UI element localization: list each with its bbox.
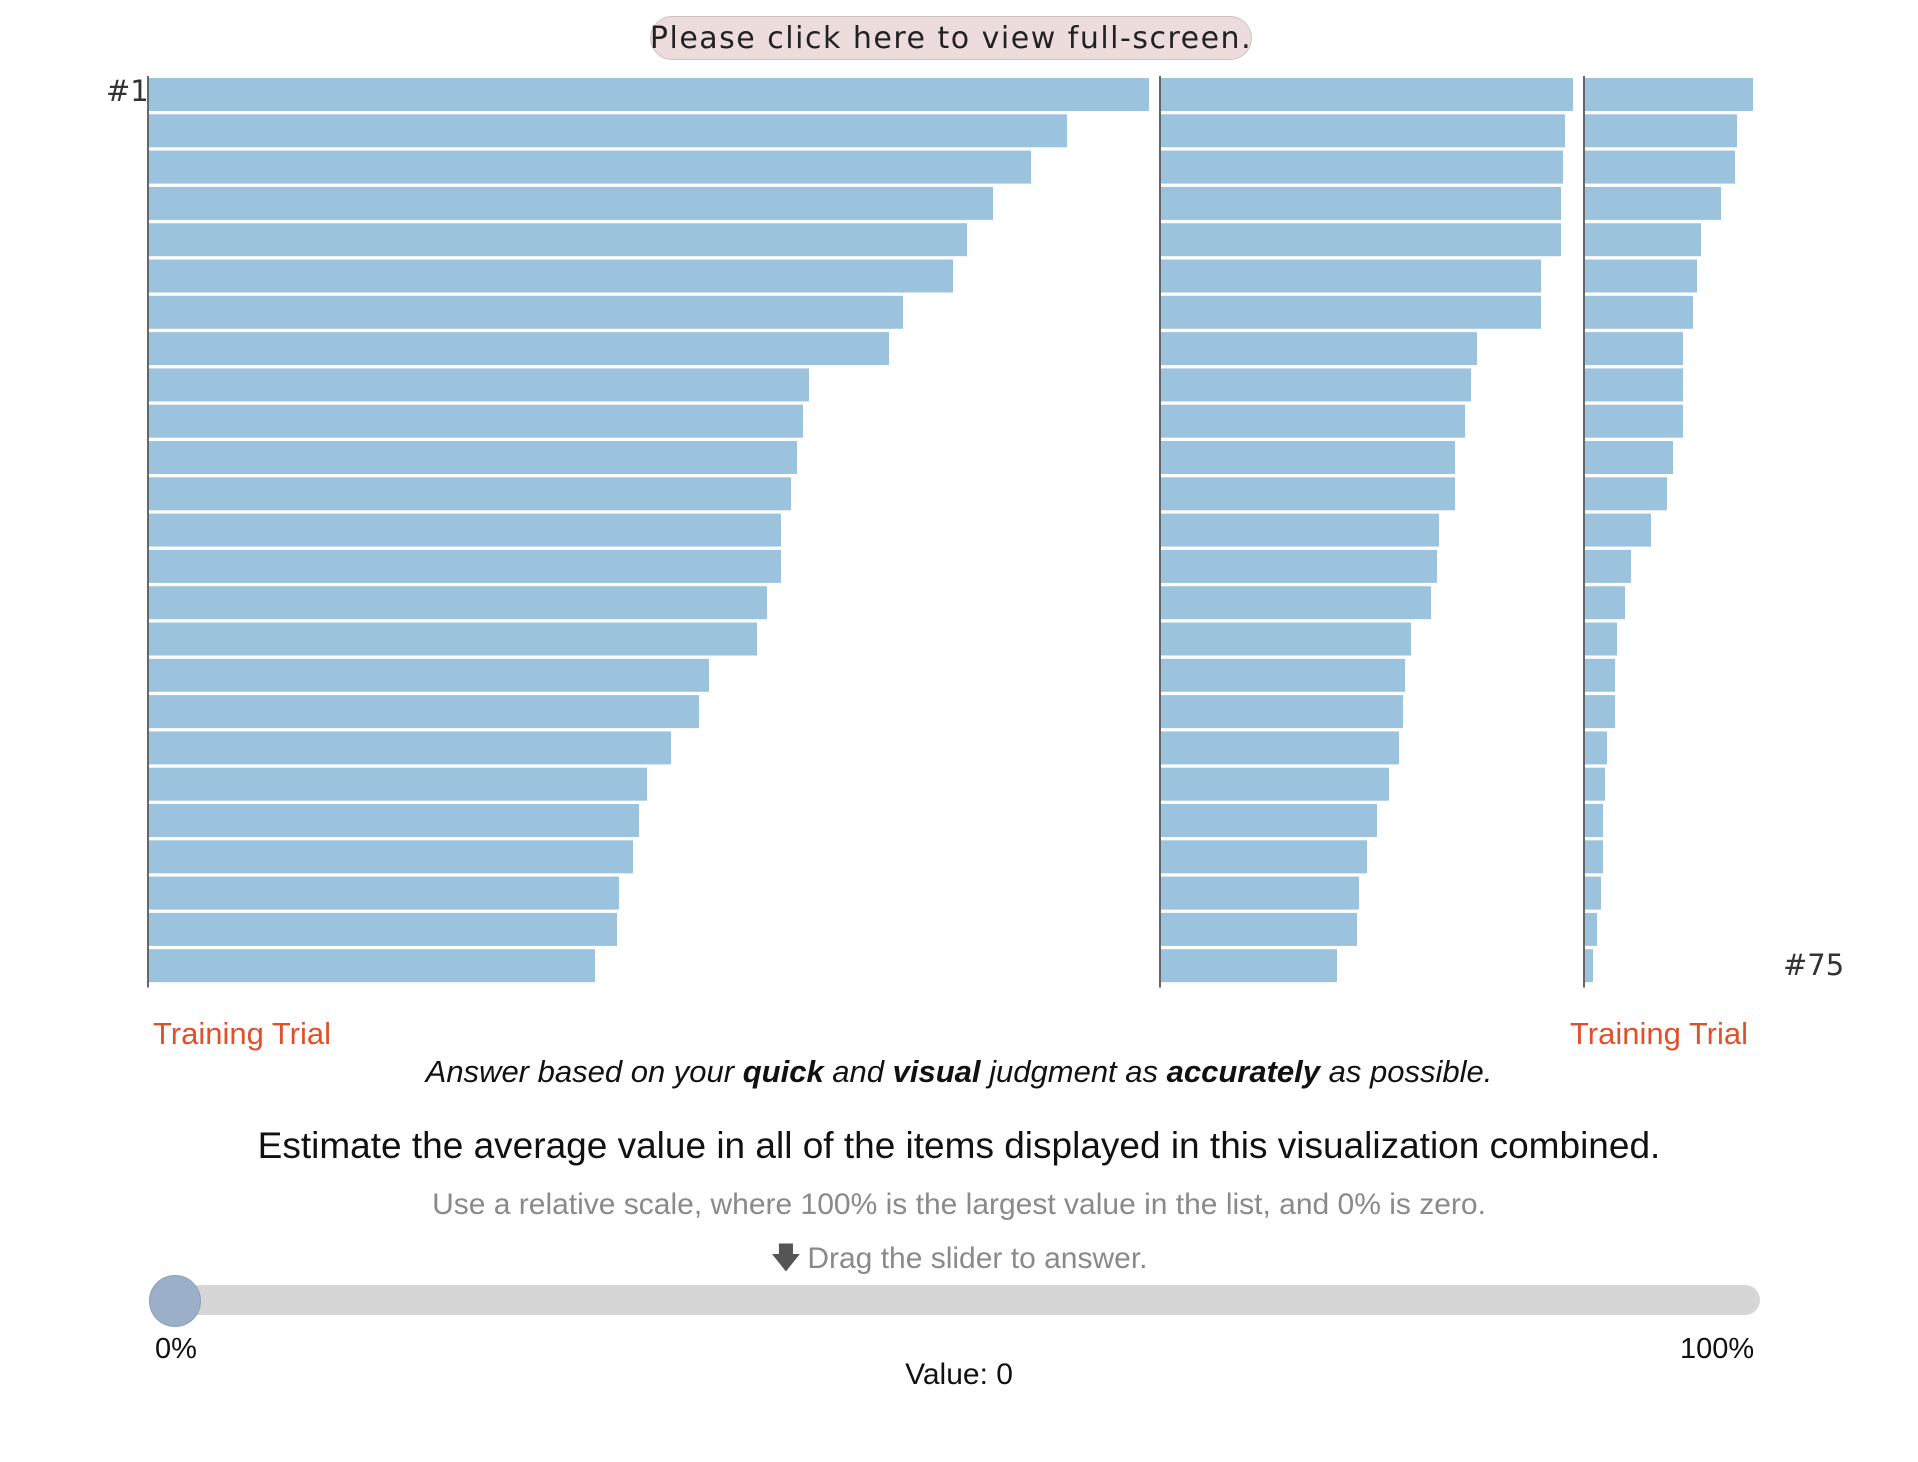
bar-rank-27 <box>1161 114 1565 148</box>
bar-rank-38 <box>1161 513 1439 547</box>
bar-rank-39 <box>1161 549 1437 583</box>
bar-rank-62 <box>1585 477 1667 511</box>
bar-rank-72 <box>1585 840 1603 874</box>
bar-rank-75 <box>1585 949 1593 983</box>
bar-rank-60 <box>1585 404 1683 438</box>
bar-rank-16 <box>149 622 757 656</box>
bar-chart <box>147 76 1753 988</box>
bar-rank-57 <box>1585 295 1693 329</box>
bar-rank-59 <box>1585 368 1683 402</box>
bar-rank-55 <box>1585 223 1701 257</box>
bar-rank-11 <box>149 441 797 474</box>
bar-rank-17 <box>149 658 709 692</box>
training-trial-label-left: Training Trial <box>153 1016 332 1051</box>
bar-rank-23 <box>149 876 619 910</box>
bar-rank-22 <box>149 840 633 874</box>
bar-rank-12 <box>149 477 791 511</box>
question-text: Estimate the average value in all of the… <box>257 1125 1661 1166</box>
bar-rank-24 <box>149 912 617 946</box>
arrow-down-icon: 🡇 <box>770 1242 802 1275</box>
answer-slider-track[interactable] <box>152 1285 1760 1315</box>
answer-slider-handle[interactable] <box>149 1275 201 1327</box>
bar-rank-56 <box>1585 259 1697 293</box>
bar-rank-74 <box>1585 912 1597 946</box>
bar-rank-34 <box>1161 368 1471 402</box>
drag-hint-label: Drag the slider to answer. <box>807 1242 1148 1275</box>
scale-hint: Use a relative scale, where 100% is the … <box>432 1188 1486 1221</box>
bar-rank-47 <box>1161 840 1367 874</box>
bar-rank-21 <box>149 804 639 837</box>
rank-first-label: #1 <box>106 74 149 108</box>
bar-rank-51 <box>1585 78 1753 111</box>
bar-rank-25 <box>149 949 595 983</box>
bar-rank-71 <box>1585 804 1603 837</box>
training-trial-label-right: Training Trial <box>1570 1016 1749 1051</box>
bar-rank-73 <box>1585 876 1601 910</box>
bar-rank-10 <box>149 404 803 438</box>
slider-value-readout: Value: 0 <box>905 1358 1013 1391</box>
bar-rank-54 <box>1585 186 1721 220</box>
bar-rank-32 <box>1161 295 1541 329</box>
bar-rank-65 <box>1585 586 1625 620</box>
bar-rank-13 <box>149 513 781 547</box>
bar-rank-26 <box>1161 78 1573 111</box>
bar-rank-58 <box>1585 332 1683 366</box>
bar-rank-18 <box>149 695 699 729</box>
slider-max-label: 100% <box>1680 1333 1755 1365</box>
bar-rank-44 <box>1161 731 1399 765</box>
bar-rank-70 <box>1585 767 1605 801</box>
bar-rank-1 <box>149 78 1149 111</box>
rank-last-label: #75 <box>1783 948 1845 982</box>
bar-rank-2 <box>149 114 1067 148</box>
bar-rank-37 <box>1161 477 1455 511</box>
bar-rank-33 <box>1161 332 1477 366</box>
bar-rank-45 <box>1161 767 1389 801</box>
bar-rank-29 <box>1161 186 1561 220</box>
bar-rank-40 <box>1161 586 1431 620</box>
bar-rank-69 <box>1585 731 1607 765</box>
bar-rank-6 <box>149 259 953 293</box>
bar-rank-49 <box>1161 912 1357 946</box>
bar-rank-4 <box>149 186 993 220</box>
bar-rank-64 <box>1585 549 1631 583</box>
instruction-text: Answer based on your quick and visual ju… <box>425 1054 1493 1089</box>
bar-rank-36 <box>1161 441 1455 474</box>
drag-hint: 🡇 Drag the slider to answer. <box>0 1236 1918 1287</box>
bar-rank-28 <box>1161 150 1563 184</box>
bar-rank-8 <box>149 332 889 366</box>
fullscreen-button[interactable]: Please click here to view full-screen. <box>650 16 1252 60</box>
bar-rank-19 <box>149 731 671 765</box>
bar-rank-20 <box>149 767 647 801</box>
bar-rank-7 <box>149 295 903 329</box>
slider-min-label: 0% <box>155 1333 197 1365</box>
bar-rank-35 <box>1161 404 1465 438</box>
bar-rank-5 <box>149 223 967 257</box>
bar-rank-66 <box>1585 622 1617 656</box>
bar-rank-42 <box>1161 658 1405 692</box>
bar-rank-61 <box>1585 441 1673 474</box>
bar-rank-67 <box>1585 658 1615 692</box>
bar-rank-50 <box>1161 949 1337 983</box>
bar-rank-41 <box>1161 622 1411 656</box>
bar-rank-31 <box>1161 259 1541 293</box>
bar-rank-63 <box>1585 513 1651 547</box>
bar-rank-43 <box>1161 695 1403 729</box>
bar-rank-14 <box>149 549 781 583</box>
bar-rank-9 <box>149 368 809 402</box>
bar-rank-15 <box>149 586 767 620</box>
bar-rank-52 <box>1585 114 1737 148</box>
bar-rank-3 <box>149 150 1031 184</box>
bar-rank-68 <box>1585 695 1615 729</box>
bar-rank-48 <box>1161 876 1359 910</box>
bar-rank-53 <box>1585 150 1735 184</box>
bar-rank-46 <box>1161 804 1377 837</box>
bar-rank-30 <box>1161 223 1561 257</box>
